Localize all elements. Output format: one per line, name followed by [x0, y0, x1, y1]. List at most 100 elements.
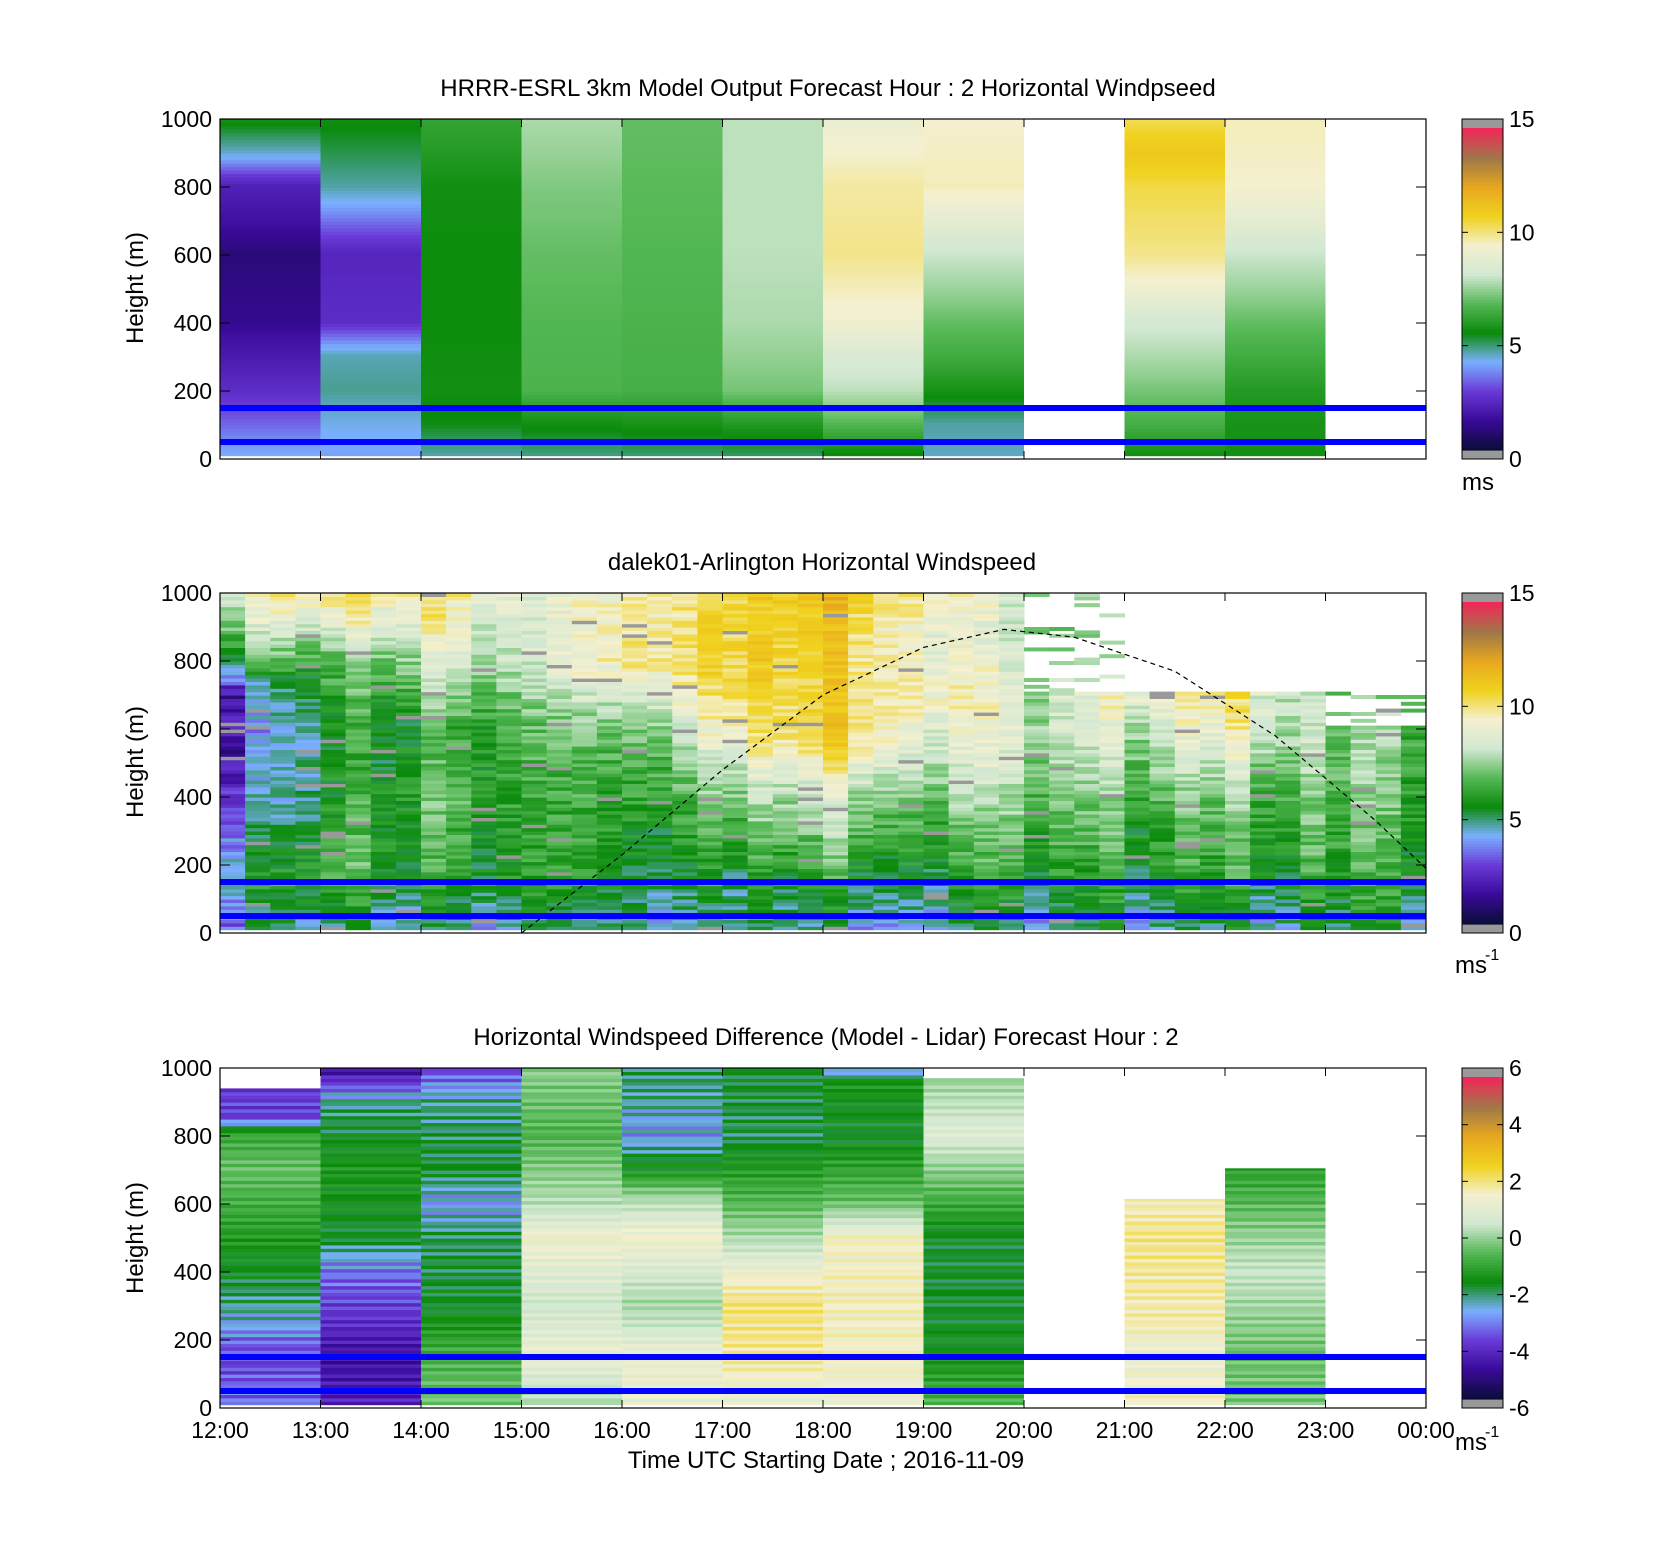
- heatmap-cell: [1049, 715, 1075, 720]
- heatmap-cell: [320, 909, 347, 914]
- heatmap-cell: [1024, 691, 1050, 696]
- heatmap-cell: [471, 746, 497, 750]
- heatmap-cell: [295, 793, 321, 798]
- heatmap-cell: [1225, 428, 1326, 433]
- heatmap-cell: [1199, 780, 1226, 784]
- heatmap-cell: [722, 119, 823, 123]
- panel-lidar: dalek01-Arlington Horizontal Windspeed H…: [122, 549, 1535, 979]
- heatmap-cell: [1024, 722, 1050, 727]
- heatmap-cell: [622, 735, 648, 740]
- heatmap-cell: [496, 678, 522, 682]
- colorbar-swatch: [1462, 149, 1503, 153]
- heatmap-cell: [1124, 919, 1151, 924]
- heatmap-cell: [1225, 146, 1326, 151]
- heatmap-cell: [471, 599, 497, 604]
- heatmap-cell: [295, 854, 321, 859]
- heatmap-cell: [647, 630, 673, 635]
- heatmap-cell: [220, 173, 321, 178]
- heatmap-cell: [647, 756, 673, 761]
- heatmap-cell: [873, 919, 899, 924]
- ytick-label: 200: [174, 378, 212, 404]
- heatmap-cell: [1074, 885, 1100, 890]
- heatmap-cell: [697, 664, 723, 669]
- heatmap-cell: [797, 657, 824, 662]
- heatmap-cell: [320, 319, 421, 324]
- heatmap-cell: [295, 715, 321, 720]
- heatmap-cell: [220, 892, 246, 897]
- heatmap-cell: [647, 814, 673, 818]
- heatmap-cell: [220, 255, 321, 259]
- heatmap-cell: [747, 834, 774, 839]
- heatmap-cell: [546, 793, 573, 798]
- heatmap-cell: [471, 814, 497, 818]
- heatmap-cell: [998, 674, 1025, 679]
- heatmap-cell: [647, 773, 673, 778]
- heatmap-cell: [722, 766, 749, 771]
- heatmap-cell: [647, 803, 673, 808]
- heatmap-cell: [848, 773, 874, 778]
- heatmap-cell: [571, 593, 598, 597]
- heatmap-cell: [1124, 888, 1151, 893]
- heatmap-cell: [245, 596, 271, 601]
- heatmap-cell: [1024, 885, 1050, 890]
- heatmap-cell: [395, 715, 422, 720]
- heatmap-cell: [446, 593, 472, 597]
- heatmap-cell: [1124, 773, 1151, 778]
- heatmap-cell: [747, 763, 774, 767]
- heatmap-cell: [345, 735, 372, 740]
- heatmap-cell: [722, 224, 823, 229]
- heatmap-cell: [220, 695, 246, 699]
- heatmap-cell: [521, 367, 622, 372]
- heatmap-cell: [521, 718, 548, 723]
- heatmap-cell: [446, 708, 472, 713]
- heatmap-cell: [421, 336, 522, 341]
- colorbar-swatch: [1462, 138, 1503, 143]
- heatmap-cell: [270, 803, 296, 808]
- heatmap-cell: [1024, 919, 1050, 924]
- heatmap-cell: [596, 885, 623, 890]
- heatmap-cell: [1225, 156, 1326, 161]
- heatmap-cell: [823, 299, 924, 304]
- heatmap-cell: [370, 657, 397, 662]
- heatmap-cell: [697, 627, 723, 631]
- heatmap-cell: [1225, 807, 1251, 812]
- heatmap-cell: [797, 861, 824, 866]
- heatmap-cell: [295, 678, 321, 682]
- heatmap-cell: [295, 603, 321, 608]
- heatmap-cell: [622, 255, 723, 259]
- heatmap-cell: [270, 800, 296, 805]
- heatmap-cell: [395, 797, 422, 801]
- heatmap-cell: [722, 865, 749, 869]
- heatmap-cell: [1124, 159, 1225, 164]
- heatmap-cell: [923, 899, 950, 903]
- heatmap-cell: [1049, 861, 1075, 866]
- heatmap-cell: [1099, 735, 1125, 740]
- heatmap-cell: [898, 715, 924, 720]
- heatmap-cell: [220, 265, 321, 270]
- heatmap-cell: [320, 149, 421, 154]
- heatmap-cell: [772, 735, 799, 740]
- heatmap-cell: [546, 899, 573, 903]
- heatmap-cell: [471, 596, 497, 601]
- heatmap-cell: [521, 834, 548, 839]
- heatmap-cell: [722, 170, 823, 174]
- heatmap-cell: [370, 661, 397, 665]
- heatmap-cell: [320, 214, 421, 219]
- heatmap-cell: [697, 841, 723, 846]
- heatmap-cell: [873, 674, 899, 679]
- heatmap-cell: [320, 122, 421, 127]
- heatmap-cell: [697, 732, 723, 737]
- heatmap-cell: [1225, 251, 1326, 256]
- heatmap-cell: [345, 657, 372, 662]
- heatmap-cell: [772, 593, 799, 597]
- heatmap-cell: [1199, 783, 1226, 788]
- heatmap-cell: [1024, 752, 1050, 757]
- heatmap-cell: [622, 888, 648, 893]
- heatmap-cell: [596, 854, 623, 859]
- heatmap-cell: [245, 701, 271, 706]
- heatmap-cell: [270, 599, 296, 604]
- heatmap-cell: [973, 888, 1000, 893]
- heatmap-cell: [823, 340, 924, 344]
- heatmap-cell: [1024, 827, 1050, 832]
- heatmap-cell: [1174, 749, 1201, 754]
